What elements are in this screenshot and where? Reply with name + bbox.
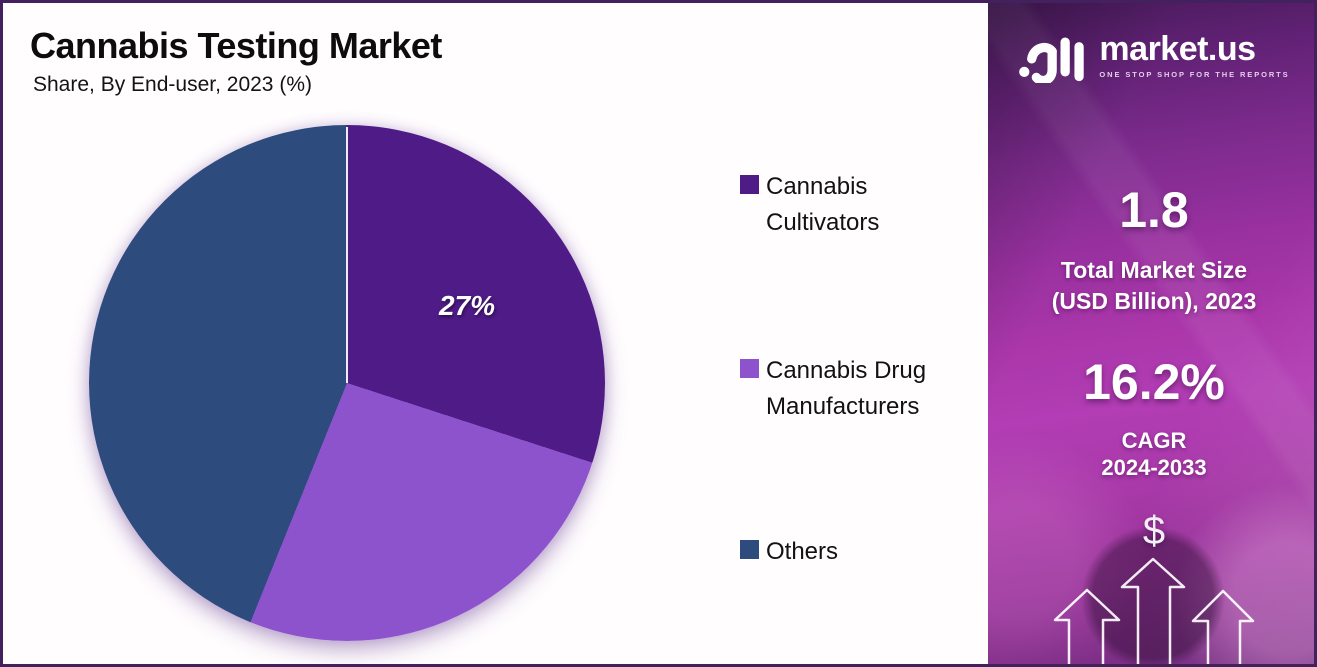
legend-label-line: Cannabis (766, 173, 868, 200)
market-us-logo: market.us ONE STOP SHOP FOR THE REPORTS (988, 31, 1314, 83)
cagr-label-line1: CAGR (1121, 428, 1187, 453)
cagr-label: CAGR 2024-2033 (988, 427, 1314, 481)
legend-label: Cannabis Cultivators (766, 169, 879, 241)
brand-name: market.us (1099, 30, 1256, 68)
market-size-label-line2: (USD Billion), 2023 (1051, 288, 1257, 314)
chart-subtitle: Share, By End-user, 2023 (%) (33, 73, 312, 96)
legend-swatch-cultivators-icon (740, 175, 759, 194)
legend-label: Cannabis Drug Manufacturers (766, 353, 926, 425)
market-size-label-line1: Total Market Size (1060, 257, 1248, 283)
market-size-value: 1.8 (1119, 182, 1189, 238)
legend-item-cannabis-drug-manufacturers: Cannabis Drug Manufacturers (740, 353, 926, 425)
page-title: Cannabis Testing Market (30, 25, 442, 66)
cagr-label-line2: 2024-2033 (1101, 455, 1207, 480)
legend-swatch-others-icon (740, 540, 759, 559)
legend-label: Others (766, 534, 838, 570)
brand-panel: market.us ONE STOP SHOP FOR THE REPORTS … (988, 3, 1314, 664)
brand-tagline: ONE STOP SHOP FOR THE REPORTS (1099, 70, 1290, 79)
legend-label-line: Cultivators (766, 209, 880, 236)
legend-label-line: Manufacturers (766, 393, 920, 420)
dollar-icon: $ (1142, 509, 1166, 553)
pie-slice-divider (346, 127, 348, 383)
cagr-value: 16.2% (1083, 354, 1225, 410)
chart-legend: Cannabis Cultivators Cannabis Drug Manuf… (740, 3, 980, 664)
market-us-logo-icon (1019, 37, 1085, 83)
pie-chart: 27% (89, 125, 605, 641)
market-size-label: Total Market Size (USD Billion), 2023 (988, 255, 1314, 317)
pie-slice-data-label: 27% (439, 290, 496, 321)
legend-label-line: Cannabis Drug (766, 357, 927, 384)
growth-arrows-icon (1053, 557, 1255, 664)
legend-item-cannabis-cultivators: Cannabis Cultivators (740, 169, 879, 241)
legend-label-line: Others (766, 538, 839, 565)
legend-swatch-drug-manufacturers-icon (740, 359, 759, 378)
brand-text-block: market.us ONE STOP SHOP FOR THE REPORTS (1099, 31, 1289, 79)
chart-area: Cannabis Testing Market Share, By End-us… (3, 3, 988, 664)
legend-item-others: Others (740, 534, 838, 570)
